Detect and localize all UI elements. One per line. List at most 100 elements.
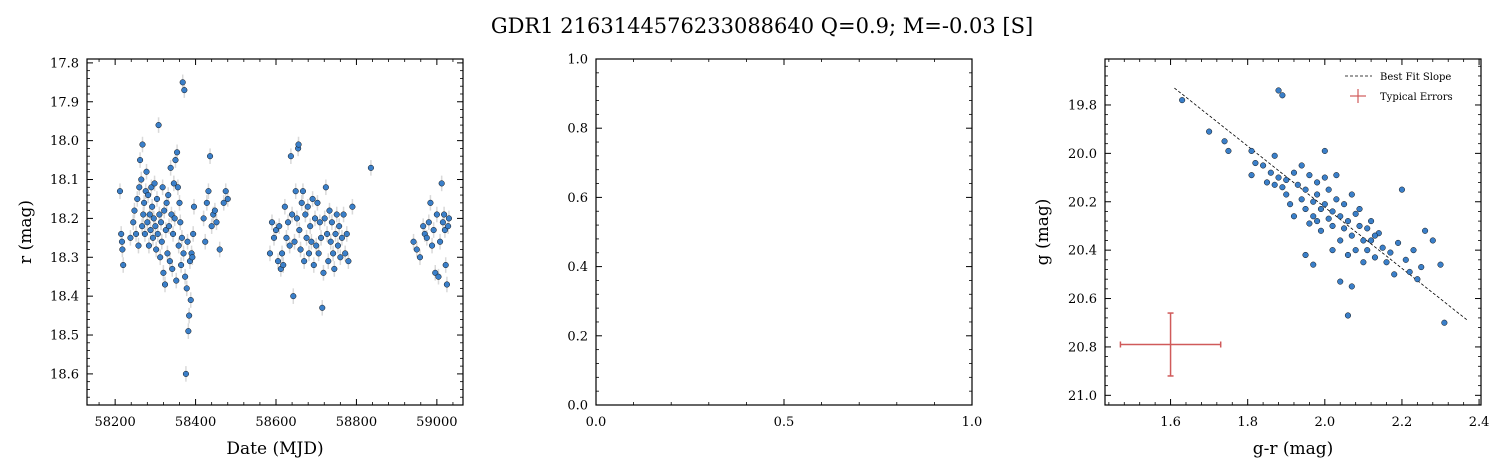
- data-point: [1306, 220, 1313, 227]
- data-point: [1348, 191, 1355, 198]
- data-point: [305, 250, 313, 257]
- data-point: [420, 223, 427, 230]
- data-point: [326, 207, 333, 214]
- data-point: [328, 219, 335, 226]
- data-point: [319, 304, 326, 311]
- data-point: [145, 242, 152, 249]
- x-tick-label: 1.0: [962, 415, 983, 430]
- data-point: [1406, 268, 1413, 275]
- legend-typical-errors-label: Typical Errors: [1380, 92, 1453, 103]
- data-point: [433, 211, 440, 218]
- data-point: [1391, 271, 1398, 278]
- data-point: [157, 254, 164, 261]
- data-point: [272, 227, 280, 234]
- data-point: [155, 122, 162, 129]
- data-point: [133, 230, 140, 237]
- data-point: [172, 157, 179, 164]
- y-tick-label: 20.6: [1068, 292, 1097, 307]
- data-point: [190, 230, 197, 237]
- data-point: [303, 234, 310, 241]
- data-point: [149, 203, 156, 210]
- data-point: [1344, 312, 1352, 319]
- legend-typical-errors-swatch: [1350, 89, 1366, 103]
- data-point: [1329, 208, 1336, 215]
- data-point: [149, 234, 157, 241]
- data-point: [1360, 237, 1367, 244]
- data-point: [178, 234, 185, 241]
- data-point: [1344, 251, 1352, 259]
- data-point: [1302, 251, 1309, 259]
- data-point: [189, 254, 196, 261]
- y-tick-label: 1.0: [567, 53, 588, 68]
- data-point: [185, 328, 192, 335]
- data-point: [1333, 172, 1340, 179]
- data-point: [208, 223, 215, 230]
- data-point: [425, 219, 432, 226]
- data-point: [292, 188, 299, 195]
- data-point: [413, 246, 420, 253]
- data-point: [285, 219, 292, 226]
- data-point: [1271, 181, 1278, 188]
- data-point: [445, 215, 452, 222]
- y-tick-label: 17.9: [50, 95, 79, 110]
- data-point: [295, 141, 302, 148]
- data-point: [331, 265, 338, 272]
- data-point: [1271, 152, 1278, 159]
- data-point: [1352, 210, 1359, 217]
- data-point: [1356, 222, 1363, 230]
- data-point: [1337, 213, 1344, 220]
- color-magnitude-marks: [1119, 87, 1468, 377]
- data-point: [146, 211, 153, 218]
- data-point: [158, 238, 165, 245]
- data-point: [190, 203, 198, 210]
- data-point: [1368, 237, 1375, 244]
- data-point: [118, 230, 125, 237]
- y-tick-label: 18.3: [50, 251, 79, 266]
- data-point: [183, 285, 190, 292]
- data-point: [1310, 198, 1317, 205]
- data-point: [410, 238, 417, 245]
- data-point: [1314, 179, 1321, 186]
- data-point: [1329, 247, 1336, 254]
- data-point: [314, 199, 321, 206]
- data-point: [127, 234, 134, 241]
- data-point: [170, 180, 177, 187]
- data-point: [1310, 261, 1317, 268]
- data-point: [334, 242, 341, 249]
- x-tick-label: 1.6: [1160, 415, 1181, 430]
- data-point: [325, 258, 332, 265]
- data-point: [437, 238, 444, 245]
- y-tick-label: 18.5: [50, 329, 79, 344]
- light-curve-panel: 58200 58400 58600 58800 59000 17.8 17.9 18.0 18.…: [16, 56, 464, 459]
- data-point: [302, 211, 309, 218]
- data-point: [211, 207, 218, 214]
- data-point: [180, 250, 187, 257]
- data-point: [150, 215, 157, 222]
- data-point: [266, 250, 274, 257]
- data-point: [307, 223, 314, 230]
- x-tick-label: 2.2: [1392, 415, 1413, 430]
- data-point: [1179, 97, 1186, 104]
- data-point: [161, 281, 169, 288]
- x-tick-label: 58200: [94, 415, 135, 430]
- data-point: [1314, 218, 1321, 225]
- data-point: [1283, 176, 1290, 184]
- data-point: [1287, 201, 1294, 208]
- x-tick-label: 58800: [336, 415, 377, 430]
- data-point: [1341, 201, 1348, 208]
- data-point: [207, 153, 214, 160]
- data-point: [1267, 169, 1274, 176]
- y-tick-label: 18.6: [50, 367, 79, 382]
- color-magnitude-panel: 1.6 1.8 2.0 2.2 2.4 19.8 20.0 20.2 20.4 20.6 20.8 2…: [1033, 58, 1489, 459]
- data-point: [170, 230, 177, 237]
- data-point: [1248, 147, 1255, 154]
- data-point: [1418, 264, 1425, 271]
- data-point: [1206, 128, 1213, 135]
- data-point: [137, 157, 144, 164]
- data-point: [276, 223, 283, 230]
- x-tick-label: 0.5: [774, 415, 795, 430]
- data-point: [310, 261, 317, 269]
- y-tick-label: 0.8: [567, 122, 588, 137]
- data-point: [166, 258, 173, 265]
- data-point: [136, 184, 143, 191]
